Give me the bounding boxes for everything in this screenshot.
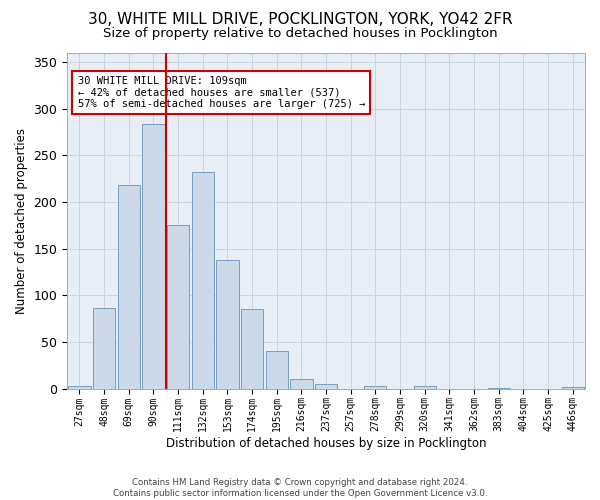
Text: 30, WHITE MILL DRIVE, POCKLINGTON, YORK, YO42 2FR: 30, WHITE MILL DRIVE, POCKLINGTON, YORK,… xyxy=(88,12,512,28)
Bar xyxy=(191,172,214,388)
Bar xyxy=(290,379,313,388)
Bar xyxy=(413,386,436,388)
Text: Size of property relative to detached houses in Pocklington: Size of property relative to detached ho… xyxy=(103,28,497,40)
Bar xyxy=(266,351,288,389)
Y-axis label: Number of detached properties: Number of detached properties xyxy=(15,128,28,314)
Bar xyxy=(93,308,115,388)
Text: Contains HM Land Registry data © Crown copyright and database right 2024.
Contai: Contains HM Land Registry data © Crown c… xyxy=(113,478,487,498)
Bar xyxy=(118,185,140,388)
Bar xyxy=(68,386,91,388)
Bar xyxy=(167,225,189,388)
Bar xyxy=(364,386,386,388)
Text: 30 WHITE MILL DRIVE: 109sqm
← 42% of detached houses are smaller (537)
57% of se: 30 WHITE MILL DRIVE: 109sqm ← 42% of det… xyxy=(77,76,365,109)
Bar xyxy=(315,384,337,388)
Bar xyxy=(241,309,263,388)
Bar xyxy=(562,386,584,388)
Bar xyxy=(217,260,239,388)
Bar xyxy=(142,124,164,388)
X-axis label: Distribution of detached houses by size in Pocklington: Distribution of detached houses by size … xyxy=(166,437,487,450)
